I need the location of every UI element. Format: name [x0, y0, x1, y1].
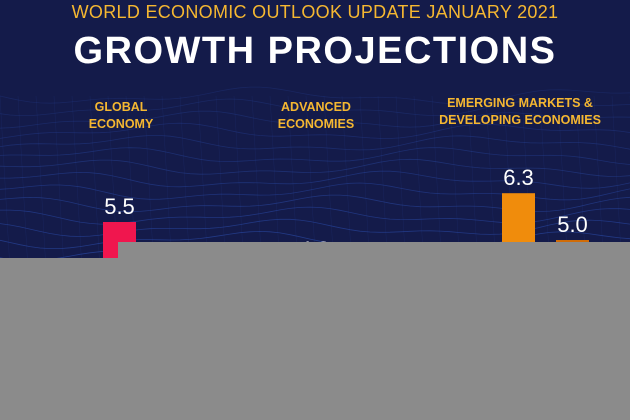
- group-label-emerging: EMERGING MARKETS & DEVELOPING ECONOMIES: [430, 95, 610, 129]
- mesh-line: [377, 95, 389, 271]
- bar-value-label: 6.3: [503, 165, 534, 190]
- mesh-line: [539, 95, 551, 271]
- mesh-line: [359, 95, 371, 271]
- report-supertitle: WORLD ECONOMIC OUTLOOK UPDATE JANUARY 20…: [71, 2, 559, 22]
- mesh-line: [593, 95, 605, 271]
- page-title: GROWTH PROJECTIONS: [73, 30, 557, 72]
- mesh-line: [53, 95, 65, 271]
- mesh-line: [413, 95, 425, 271]
- mesh-line: [395, 95, 407, 271]
- mesh-line: [89, 95, 101, 271]
- mesh-line: [233, 95, 245, 271]
- mesh-line: [0, 95, 11, 271]
- mesh-line: [143, 95, 155, 271]
- mesh-line: [269, 95, 281, 271]
- group-label-line: ADVANCED: [281, 100, 351, 114]
- group-label-global: GLOBAL ECONOMY: [76, 99, 166, 133]
- group-label-advanced: ADVANCED ECONOMIES: [266, 99, 366, 133]
- mesh-line: [305, 95, 317, 271]
- mesh-line: [0, 110, 630, 129]
- mesh-line: [179, 95, 191, 271]
- mesh-line: [197, 95, 209, 271]
- mesh-line: [0, 122, 630, 139]
- mesh-line: [323, 95, 335, 271]
- mesh-line: [611, 95, 623, 271]
- group-label-line: ECONOMY: [88, 117, 154, 131]
- mesh-line: [0, 170, 630, 189]
- mesh-line: [161, 95, 173, 271]
- gray-overlay-panel: [0, 258, 630, 420]
- group-label-line: ECONOMIES: [277, 117, 355, 131]
- mesh-line: [449, 95, 461, 271]
- gray-overlay-tab: [118, 242, 630, 262]
- mesh-line: [251, 95, 263, 271]
- mesh-line: [17, 95, 29, 271]
- mesh-line: [0, 135, 630, 151]
- bar-value-label: 5.0: [557, 212, 588, 237]
- mesh-line: [485, 95, 497, 271]
- mesh-line: [0, 147, 630, 165]
- mesh-line: [431, 95, 443, 271]
- mesh-line: [0, 86, 630, 105]
- mesh-line: [35, 95, 47, 271]
- mesh-line: [0, 158, 630, 177]
- group-label-line: DEVELOPING ECONOMIES: [439, 113, 601, 127]
- bar-value-label: 5.5: [104, 194, 135, 219]
- mesh-line: [467, 95, 479, 271]
- mesh-line: [215, 95, 227, 271]
- group-label-line: EMERGING MARKETS &: [447, 96, 593, 110]
- mesh-line: [0, 98, 630, 116]
- mesh-line: [71, 95, 83, 271]
- group-label-line: GLOBAL: [94, 100, 148, 114]
- mesh-line: [341, 95, 353, 271]
- mesh-line: [287, 95, 299, 271]
